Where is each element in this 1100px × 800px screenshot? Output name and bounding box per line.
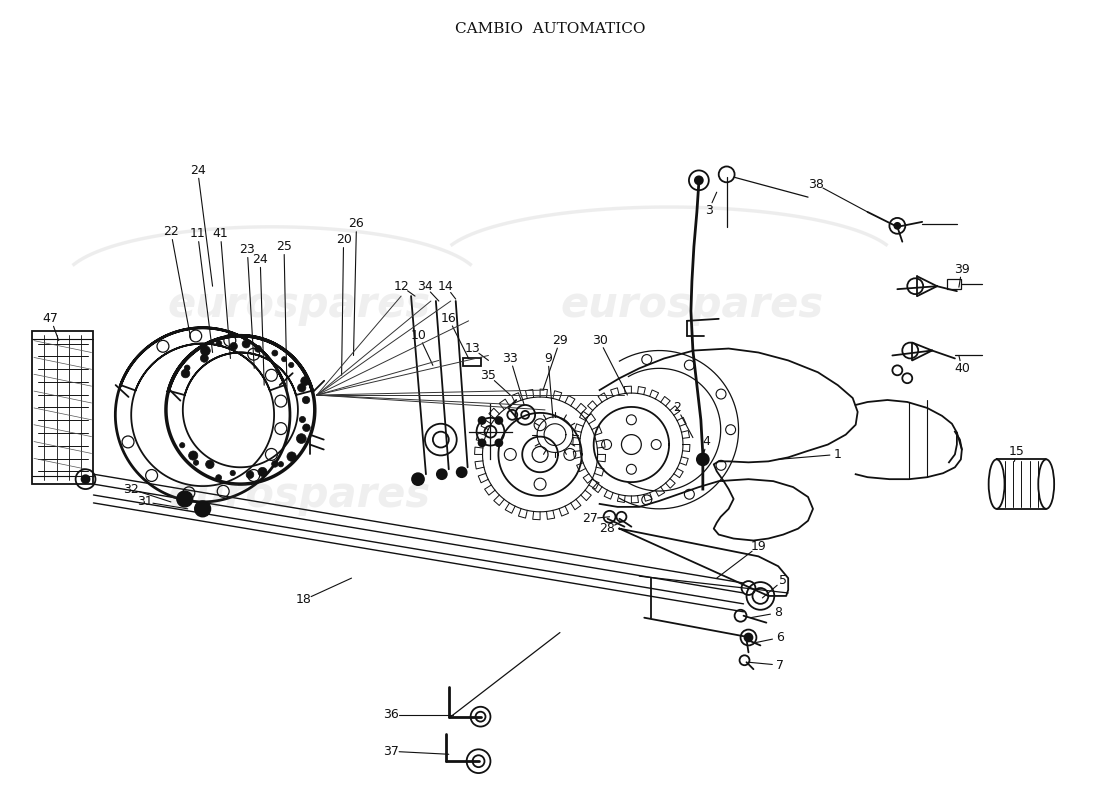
Circle shape <box>300 377 310 386</box>
Circle shape <box>745 634 752 642</box>
Text: 47: 47 <box>43 312 58 326</box>
Text: 10: 10 <box>411 329 427 342</box>
Circle shape <box>412 474 424 485</box>
Text: 11: 11 <box>190 227 206 240</box>
Circle shape <box>302 396 310 404</box>
Circle shape <box>258 467 267 477</box>
Circle shape <box>297 384 306 392</box>
Circle shape <box>177 491 192 507</box>
Circle shape <box>437 470 447 479</box>
Text: 36: 36 <box>383 708 399 721</box>
Text: 18: 18 <box>296 594 311 606</box>
Text: 27: 27 <box>582 512 597 526</box>
Text: 22: 22 <box>163 226 179 238</box>
Circle shape <box>230 342 238 350</box>
Circle shape <box>695 176 703 184</box>
Text: 9: 9 <box>544 352 552 365</box>
Circle shape <box>287 452 296 462</box>
Text: 25: 25 <box>276 240 292 253</box>
Text: eurospares: eurospares <box>167 284 430 326</box>
Text: 7: 7 <box>777 658 784 672</box>
Circle shape <box>302 424 310 431</box>
Text: eurospares: eurospares <box>560 284 824 326</box>
Polygon shape <box>997 459 1046 509</box>
Text: 12: 12 <box>394 280 409 293</box>
Circle shape <box>697 454 708 466</box>
Text: 15: 15 <box>1009 445 1024 458</box>
Bar <box>32 330 94 484</box>
Circle shape <box>478 439 485 446</box>
Circle shape <box>216 341 222 346</box>
Circle shape <box>185 365 190 370</box>
Text: 23: 23 <box>240 243 255 256</box>
Circle shape <box>282 357 287 362</box>
Circle shape <box>299 416 306 422</box>
Circle shape <box>242 340 250 348</box>
Ellipse shape <box>1038 459 1054 509</box>
Text: 13: 13 <box>464 342 481 355</box>
Circle shape <box>288 362 294 368</box>
Circle shape <box>478 417 485 424</box>
Circle shape <box>456 467 466 477</box>
Text: 5: 5 <box>779 574 788 586</box>
Circle shape <box>200 354 208 362</box>
Text: 3: 3 <box>705 203 713 217</box>
Text: 35: 35 <box>481 369 496 382</box>
Circle shape <box>272 461 278 467</box>
Text: 30: 30 <box>592 334 607 347</box>
Text: 16: 16 <box>441 312 456 326</box>
Text: 28: 28 <box>600 522 616 535</box>
Text: CAMBIO  AUTOMATICO: CAMBIO AUTOMATICO <box>454 22 646 36</box>
Circle shape <box>206 460 214 469</box>
Text: 19: 19 <box>750 540 767 553</box>
Text: 40: 40 <box>954 362 970 375</box>
Circle shape <box>200 346 210 356</box>
Text: 32: 32 <box>123 482 139 495</box>
Text: 26: 26 <box>349 218 364 230</box>
Text: 34: 34 <box>417 280 432 293</box>
Text: 20: 20 <box>336 233 352 246</box>
Circle shape <box>246 471 254 478</box>
Ellipse shape <box>989 459 1004 509</box>
Circle shape <box>495 417 503 424</box>
Text: 33: 33 <box>503 352 518 365</box>
Circle shape <box>194 460 199 466</box>
Text: 37: 37 <box>383 745 399 758</box>
Text: 39: 39 <box>954 263 970 276</box>
Circle shape <box>195 501 210 517</box>
Circle shape <box>188 451 198 460</box>
Text: 31: 31 <box>138 495 153 509</box>
Text: 8: 8 <box>774 606 782 619</box>
Text: 38: 38 <box>808 178 824 190</box>
Bar <box>463 358 481 366</box>
Text: 4: 4 <box>703 435 711 448</box>
Circle shape <box>182 370 190 378</box>
Circle shape <box>272 350 278 356</box>
Text: 24: 24 <box>252 253 268 266</box>
Text: 41: 41 <box>212 227 229 240</box>
Circle shape <box>296 434 306 443</box>
Circle shape <box>230 470 235 476</box>
Circle shape <box>495 439 503 446</box>
Bar <box>947 279 961 289</box>
Text: 1: 1 <box>834 448 842 461</box>
Circle shape <box>894 223 900 229</box>
Circle shape <box>216 474 221 481</box>
Circle shape <box>81 475 89 483</box>
Text: 24: 24 <box>190 164 206 177</box>
Text: 29: 29 <box>552 334 568 347</box>
Text: eurospares: eurospares <box>167 474 430 516</box>
Text: 6: 6 <box>777 631 784 644</box>
Circle shape <box>255 346 262 352</box>
Circle shape <box>179 442 185 448</box>
Circle shape <box>278 462 284 467</box>
Text: 2: 2 <box>673 402 681 414</box>
Text: 14: 14 <box>438 280 453 293</box>
